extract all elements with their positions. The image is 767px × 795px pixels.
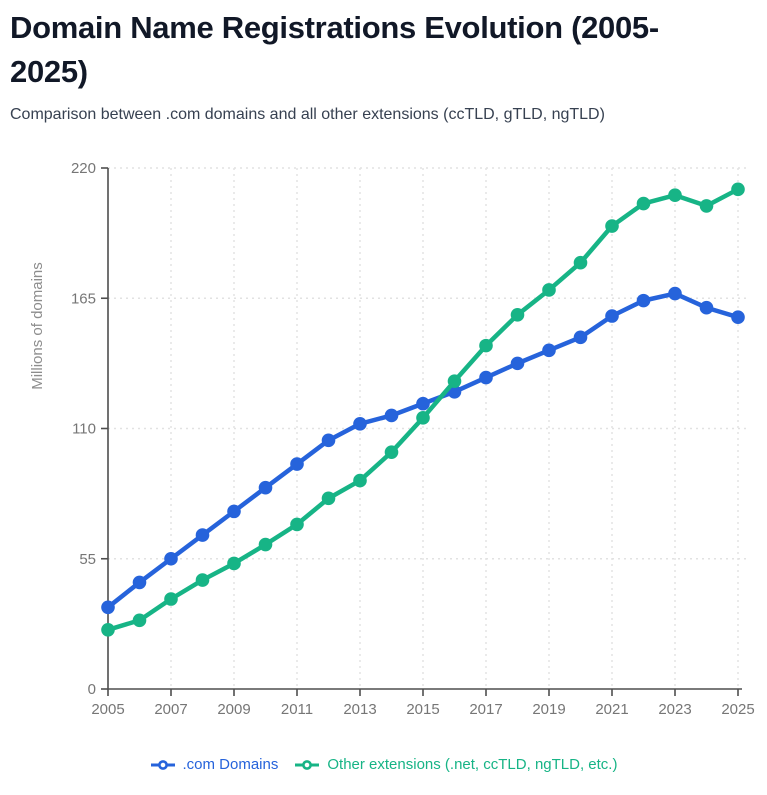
data-point[interactable] [164, 551, 178, 566]
data-point[interactable] [699, 300, 714, 315]
data-point[interactable] [290, 517, 304, 532]
data-point[interactable] [384, 408, 399, 423]
data-point[interactable] [164, 592, 178, 606]
data-point[interactable] [573, 330, 588, 345]
data-point[interactable] [416, 396, 430, 411]
data-point[interactable] [227, 504, 241, 519]
legend-item-0[interactable]: .com Domains [150, 756, 279, 773]
data-point[interactable] [321, 491, 336, 506]
data-point[interactable] [479, 370, 493, 385]
x-tick-label: 2009 [217, 701, 250, 718]
y-tick-label: 0 [88, 681, 96, 698]
data-point[interactable] [605, 219, 619, 233]
legend-label: .com Domains [182, 756, 279, 773]
x-tick-label: 2021 [595, 701, 628, 718]
data-point[interactable] [510, 308, 525, 322]
data-point[interactable] [479, 338, 493, 353]
data-point[interactable] [542, 283, 556, 297]
data-point[interactable] [573, 255, 588, 270]
data-point[interactable] [101, 600, 115, 615]
legend-label: Other extensions (.net, ccTLD, ngTLD, et… [327, 756, 618, 773]
data-point[interactable] [227, 556, 241, 571]
data-point[interactable] [353, 416, 367, 431]
data-point[interactable] [510, 356, 525, 371]
legend-item-1[interactable]: Other extensions (.net, ccTLD, ngTLD, et… [294, 756, 617, 773]
chart-canvas: 0 55 110 165 220 2005 2007 2009 2011 2013 2015 2017… [29, 160, 755, 718]
data-point[interactable] [195, 573, 210, 587]
data-point[interactable] [699, 199, 714, 213]
data-point[interactable] [605, 309, 619, 323]
data-point[interactable] [731, 182, 745, 197]
data-point[interactable] [542, 343, 556, 358]
data-point[interactable] [258, 480, 273, 495]
data-point[interactable] [636, 293, 651, 308]
x-tick-label: 2013 [343, 701, 376, 718]
x-tick-label: 2015 [406, 701, 439, 718]
x-tick-label: 2023 [658, 701, 691, 718]
x-tick-label: 2011 [281, 701, 313, 718]
legend-marker-icon [295, 759, 320, 770]
y-tick-label: 165 [71, 290, 96, 307]
y-tick-label: 55 [79, 551, 96, 568]
data-point[interactable] [132, 575, 147, 590]
data-point[interactable] [384, 445, 399, 459]
data-point[interactable] [731, 310, 745, 324]
x-tick-label: 2019 [532, 701, 565, 718]
x-tick-label: 2025 [721, 701, 754, 718]
axis-lines [107, 168, 742, 690]
chart-legend: .com Domains Other extensions (.net, ccTL… [0, 756, 767, 773]
x-tick-label: 2017 [469, 701, 502, 718]
line-chart-area: 0 55 110 165 220 2005 2007 2009 2011 2013 2015 2017… [0, 150, 767, 750]
data-point[interactable] [132, 613, 147, 628]
page-subtitle: Comparison between .com domains and all … [10, 106, 605, 123]
data-point[interactable] [636, 196, 651, 211]
data-point[interactable] [258, 537, 273, 552]
y-tick-label: 220 [71, 160, 96, 177]
x-tick-label: 2005 [91, 701, 124, 718]
data-point[interactable] [353, 473, 367, 488]
legend-marker-icon [150, 759, 175, 770]
page-title: Domain Name Registrations Evolution (200… [10, 10, 659, 90]
data-point[interactable] [447, 374, 462, 388]
data-point[interactable] [668, 188, 682, 203]
y-axis-title: Millions of domains [29, 262, 46, 390]
data-point[interactable] [321, 433, 336, 448]
data-point[interactable] [195, 528, 210, 542]
data-point[interactable] [668, 286, 682, 301]
data-point[interactable] [290, 457, 304, 471]
data-point[interactable] [416, 411, 430, 425]
y-tick-label: 110 [72, 421, 96, 438]
data-point[interactable] [101, 622, 115, 637]
x-tick-label: 2007 [154, 701, 187, 718]
